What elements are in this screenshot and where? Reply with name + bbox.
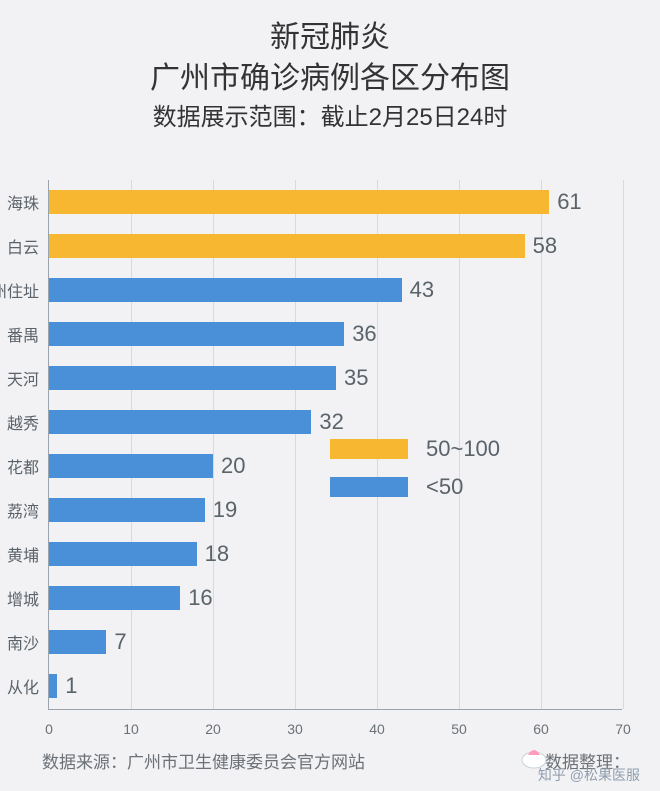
bar-row: 番禺36 [49,312,622,356]
bar-row: 白云58 [49,224,622,268]
y-category-label: 荔湾 [7,498,49,522]
gridline [623,180,624,709]
legend: 50~100 <50 [330,430,500,506]
y-category-label: 白云 [7,234,49,258]
bar-row: 黄埔18 [49,532,622,576]
x-tick-label: 30 [287,721,303,737]
bar [49,366,336,390]
bar-row: 南沙7 [49,620,622,664]
bar-value-label: 61 [549,189,581,215]
y-category-label: 从化 [7,674,49,698]
source: 数据来源：广州市卫生健康委员会官方网站 [42,748,365,773]
bar-row: 增城16 [49,576,622,620]
source-label: 数据来源： [42,753,127,772]
title-line-2: 广州市确诊病例各区分布图 [0,59,660,100]
bar [49,278,402,302]
y-category-label: 海珠 [7,190,49,214]
bar [49,454,213,478]
bar-value-label: 35 [336,365,368,391]
subtitle: 数据展示范围：截止2月25日24时 [0,101,660,135]
bar-value-label: 58 [525,233,557,259]
bar-row: 非广州住址43 [49,268,622,312]
legend-item: <50 [330,468,500,506]
legend-swatch [330,477,408,497]
y-category-label: 天河 [7,366,49,390]
bar-value-label: 19 [205,497,237,523]
bar [49,234,525,258]
legend-item: 50~100 [330,430,500,468]
x-tick-label: 0 [45,721,53,737]
y-category-label: 增城 [7,586,49,610]
y-category-label: 非广州住址 [0,278,49,302]
x-tick-label: 50 [451,721,467,737]
source-value: 广州市卫生健康委员会官方网站 [127,753,365,772]
bar-row: 天河35 [49,356,622,400]
bar-value-label: 36 [344,321,376,347]
bar-value-label: 7 [106,629,126,655]
y-category-label: 黄埔 [7,542,49,566]
bar [49,410,311,434]
x-tick-label: 10 [123,721,139,737]
legend-label: <50 [426,474,463,500]
bar [49,630,106,654]
title-line-1: 新冠肺炎 [0,18,660,59]
y-category-label: 花都 [7,454,49,478]
x-tick-label: 20 [205,721,221,737]
y-category-label: 番禺 [7,322,49,346]
bar-value-label: 43 [402,277,434,303]
x-tick-label: 40 [369,721,385,737]
x-tick-label: 60 [533,721,549,737]
bar [49,586,180,610]
bar [49,190,549,214]
bar-row: 从化1 [49,664,622,708]
bar [49,542,197,566]
y-category-label: 南沙 [7,630,49,654]
watermark: 知乎 @松果医服 [538,765,640,785]
bar-value-label: 1 [57,673,77,699]
legend-swatch [330,439,408,459]
x-tick-label: 70 [615,721,631,737]
bar [49,322,344,346]
header: 新冠肺炎 广州市确诊病例各区分布图 数据展示范围：截止2月25日24时 [0,0,660,135]
bar [49,674,57,698]
legend-label: 50~100 [426,436,500,462]
bar-value-label: 18 [197,541,229,567]
bar [49,498,205,522]
y-category-label: 越秀 [7,410,49,434]
bar-value-label: 16 [180,585,212,611]
bar-value-label: 20 [213,453,245,479]
bar-row: 海珠61 [49,180,622,224]
